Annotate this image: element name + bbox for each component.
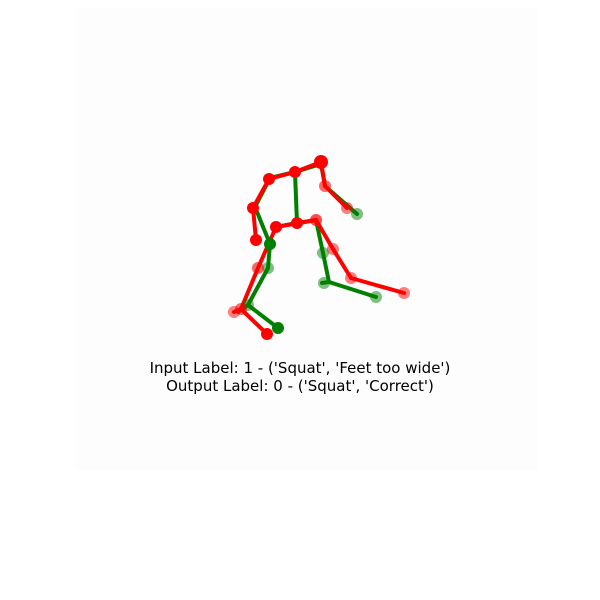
input-joint-head <box>314 155 328 169</box>
input-joint-right-toe <box>398 287 410 299</box>
input-joint-left-heel <box>228 306 240 318</box>
input-joint-left-shoulder <box>263 173 275 185</box>
output-bone-left-body <box>253 205 272 246</box>
input-joint-right-knee <box>327 243 339 255</box>
output-bone-left-shin <box>246 266 270 307</box>
input-joint-left-knee <box>252 262 264 274</box>
output-joints <box>242 208 382 334</box>
input-joint-left-hip <box>270 221 282 233</box>
output-joint-left-knee <box>264 238 276 250</box>
output-pose <box>236 162 378 330</box>
output-label-caption: Output Label: 0 - ('Squat', 'Correct') <box>166 377 434 395</box>
output-joint-right-ankle <box>318 277 330 289</box>
input-bone-right-foot <box>349 276 406 295</box>
input-joints <box>228 155 410 340</box>
output-joint-left-shin <box>262 262 274 274</box>
output-joint-left-ankle <box>272 322 284 334</box>
input-joint-neck <box>289 166 301 178</box>
input-label-caption: Input Label: 1 - ('Squat', 'Feet too wid… <box>149 359 451 377</box>
output-joint-right-toe <box>370 291 382 303</box>
input-pose <box>232 160 406 336</box>
input-joint-mid-hip <box>291 217 303 229</box>
input-bone-left-foot <box>239 307 269 336</box>
input-joint-left-toe <box>261 328 273 340</box>
input-joint-right-shoulder <box>319 180 331 192</box>
output-bone-torso <box>293 170 299 225</box>
plot-area <box>75 8 538 470</box>
input-joint-right-hip <box>310 214 322 226</box>
output-joint-right-wrist <box>351 208 363 220</box>
input-joint-right-hand <box>341 202 353 214</box>
input-joint-left-wrist <box>250 234 262 246</box>
input-joint-left-elbow <box>247 202 259 214</box>
output-joint-right-knee <box>317 247 329 259</box>
output-bone-right-foot <box>327 280 378 299</box>
output-bone-left-foot <box>246 303 280 330</box>
input-joint-right-ankle <box>345 272 357 284</box>
